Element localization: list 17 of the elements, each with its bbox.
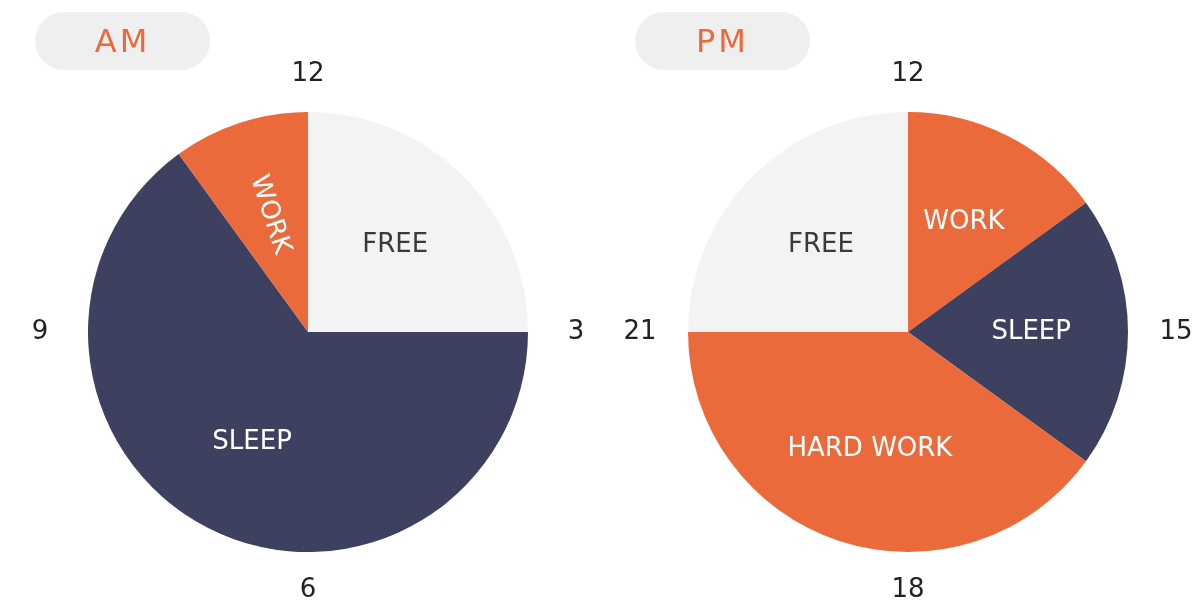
text: 6 xyxy=(299,572,317,603)
text: 21 xyxy=(623,314,657,345)
text: 15 xyxy=(1159,314,1193,345)
text: 12 xyxy=(891,56,925,87)
slice-label: HARD WORK xyxy=(787,431,954,462)
text: 3 xyxy=(567,314,585,345)
slice-label: SLEEP xyxy=(991,314,1071,345)
slice-label: FREE xyxy=(362,227,429,258)
chart-title: AM xyxy=(35,12,210,70)
slice-label: SLEEP xyxy=(212,424,292,455)
chart-title: PM xyxy=(635,12,810,70)
slice-label: WORK xyxy=(245,170,300,259)
text: 18 xyxy=(891,572,925,603)
text: 9 xyxy=(31,314,49,345)
slice-label: FREE xyxy=(787,227,854,258)
text: 12 xyxy=(291,56,325,87)
slice-label: WORK xyxy=(923,204,1006,235)
